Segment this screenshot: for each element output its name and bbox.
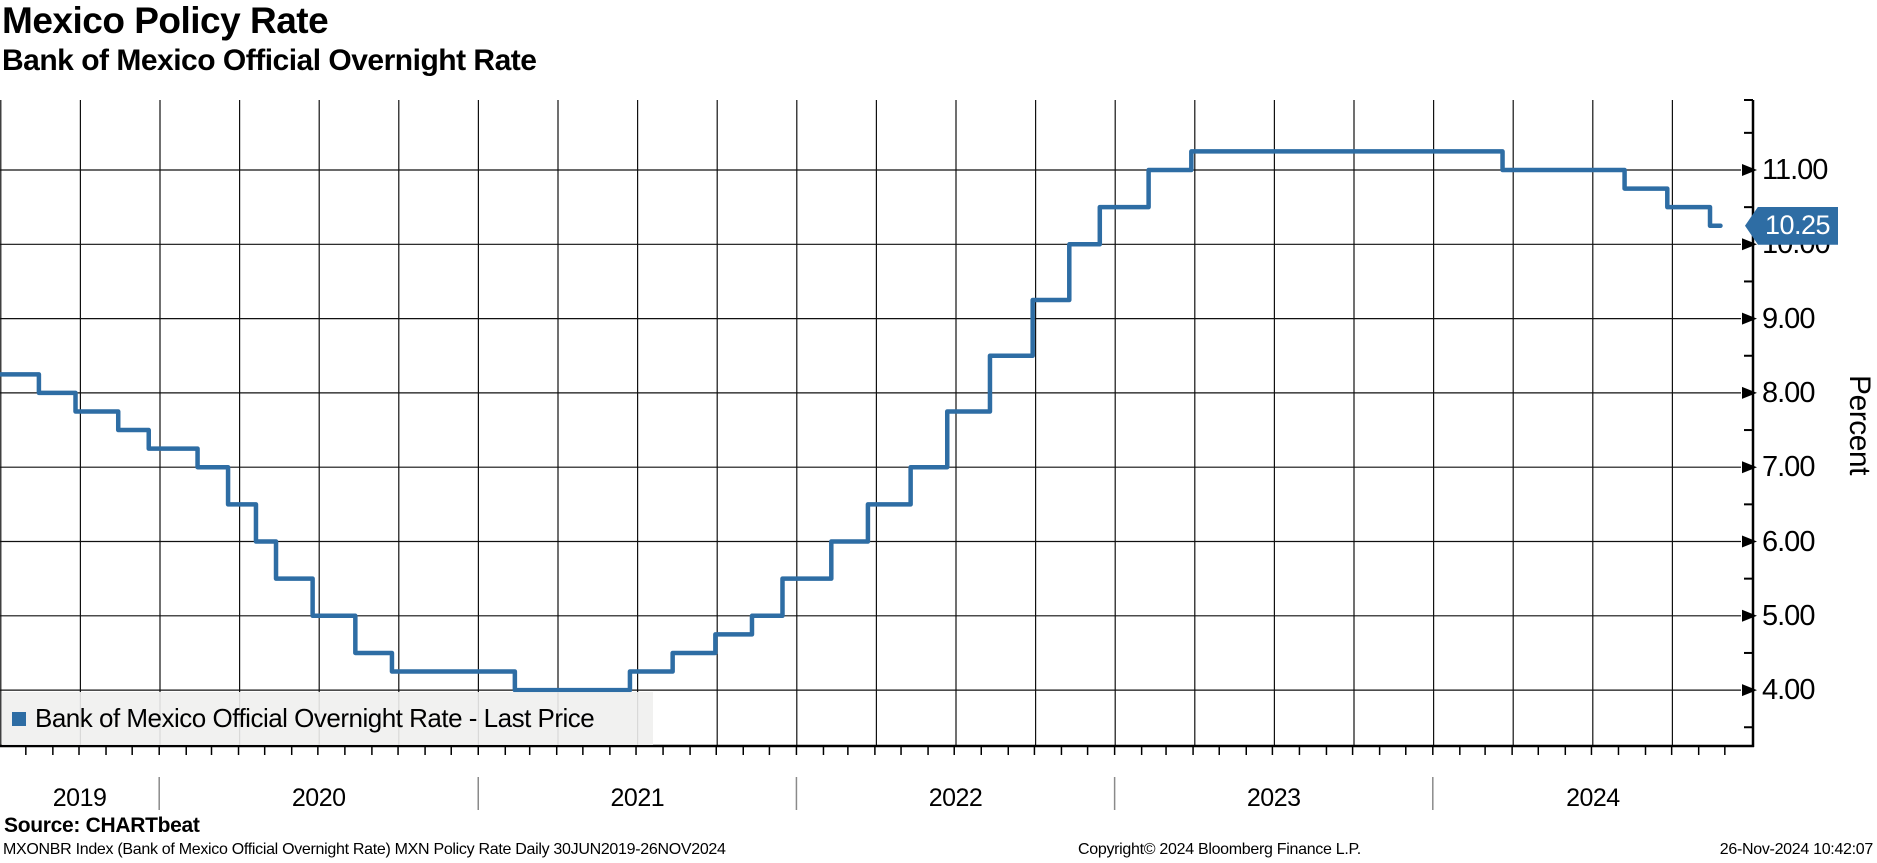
y-axis-tick-label: 11.00 — [1762, 154, 1828, 186]
last-price-badge: 10.25 — [1745, 206, 1838, 245]
y-axis-tick-label: 6.00 — [1762, 525, 1815, 558]
y-axis-tick-label: 8.00 — [1762, 376, 1815, 409]
y-axis-tick-label: 7.00 — [1762, 451, 1815, 484]
legend[interactable]: Bank of Mexico Official Overnight Rate -… — [2, 692, 653, 745]
footer-datetime: 26-Nov-2024 10:42:07 — [1719, 841, 1874, 858]
x-axis-tick-label: 2020 — [291, 784, 346, 812]
page-title: Mexico Policy Rate — [2, 0, 329, 41]
x-axis-tick-label: 2023 — [1246, 784, 1301, 812]
source-line: Source: CHARTbeat — [4, 814, 200, 837]
x-axis-tick-label: 2024 — [1566, 784, 1620, 812]
page-subtitle: Bank of Mexico Official Overnight Rate — [2, 44, 537, 77]
chart-plot-area[interactable] — [0, 100, 1753, 746]
legend-label: Bank of Mexico Official Overnight Rate -… — [35, 703, 595, 733]
x-axis-tick-label: 2022 — [928, 784, 983, 812]
x-axis-tick-label: 2021 — [610, 784, 665, 812]
legend-marker-icon — [12, 711, 26, 726]
y-axis-tick-label: 9.00 — [1762, 302, 1815, 335]
footer-security-description: MXONBR Index (Bank of Mexico Official Ov… — [3, 841, 726, 858]
y-axis-tick-label: 4.00 — [1762, 674, 1815, 707]
y-axis-tick-label: 5.00 — [1762, 599, 1815, 632]
footer-copyright: Copyright© 2024 Bloomberg Finance L.P. — [1078, 841, 1361, 858]
y-axis-title: Percent — [1843, 375, 1876, 475]
x-axis-tick-label: 2019 — [52, 784, 107, 812]
